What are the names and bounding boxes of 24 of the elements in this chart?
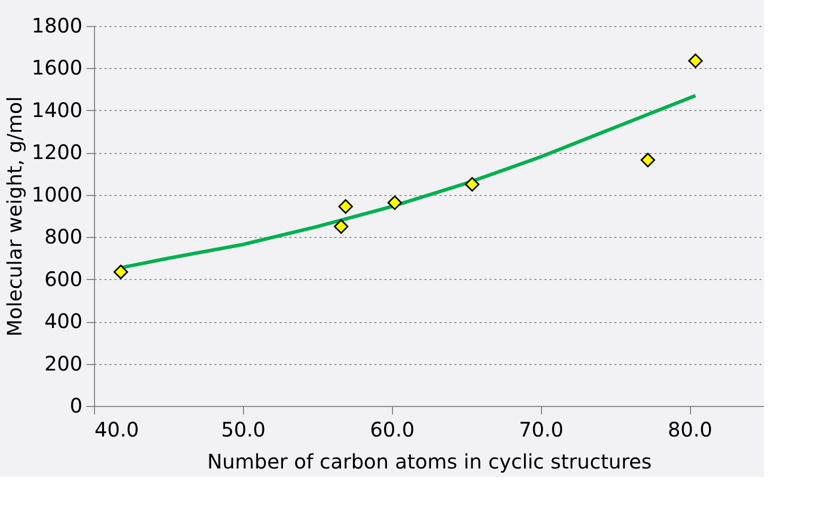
point — [640, 152, 656, 168]
y-tick-label: 1600 — [32, 56, 82, 80]
y-tick-label: 800 — [44, 224, 82, 249]
point — [464, 177, 480, 192]
y-tick-label: 1400 — [32, 98, 82, 122]
point — [338, 199, 353, 214]
x-tick-label: 60.0 — [370, 418, 415, 442]
x-tick-label: 40.0 — [94, 418, 140, 442]
x-tick-label: 50.0 — [221, 418, 266, 442]
y-tick-label: 0 — [70, 394, 82, 418]
x-tick-label: 70.0 — [518, 418, 564, 442]
x-axis-title: Number of carbon atoms in cyclic structures — [207, 450, 652, 474]
y-tick-label: 1800 — [32, 14, 82, 38]
point — [114, 264, 128, 280]
y-axis-title: Molecular weight, g/mol — [2, 96, 27, 337]
point — [387, 195, 402, 210]
x-tick-label: 80.0 — [668, 418, 712, 442]
point — [334, 219, 348, 234]
point — [688, 54, 703, 68]
y-tick-label: 1000 — [32, 182, 82, 206]
y-tick-label: 200 — [44, 351, 82, 376]
y-tick-label: 400 — [44, 309, 82, 334]
y-tick-label: 1200 — [32, 140, 82, 164]
y-tick-label: 600 — [44, 266, 82, 291]
